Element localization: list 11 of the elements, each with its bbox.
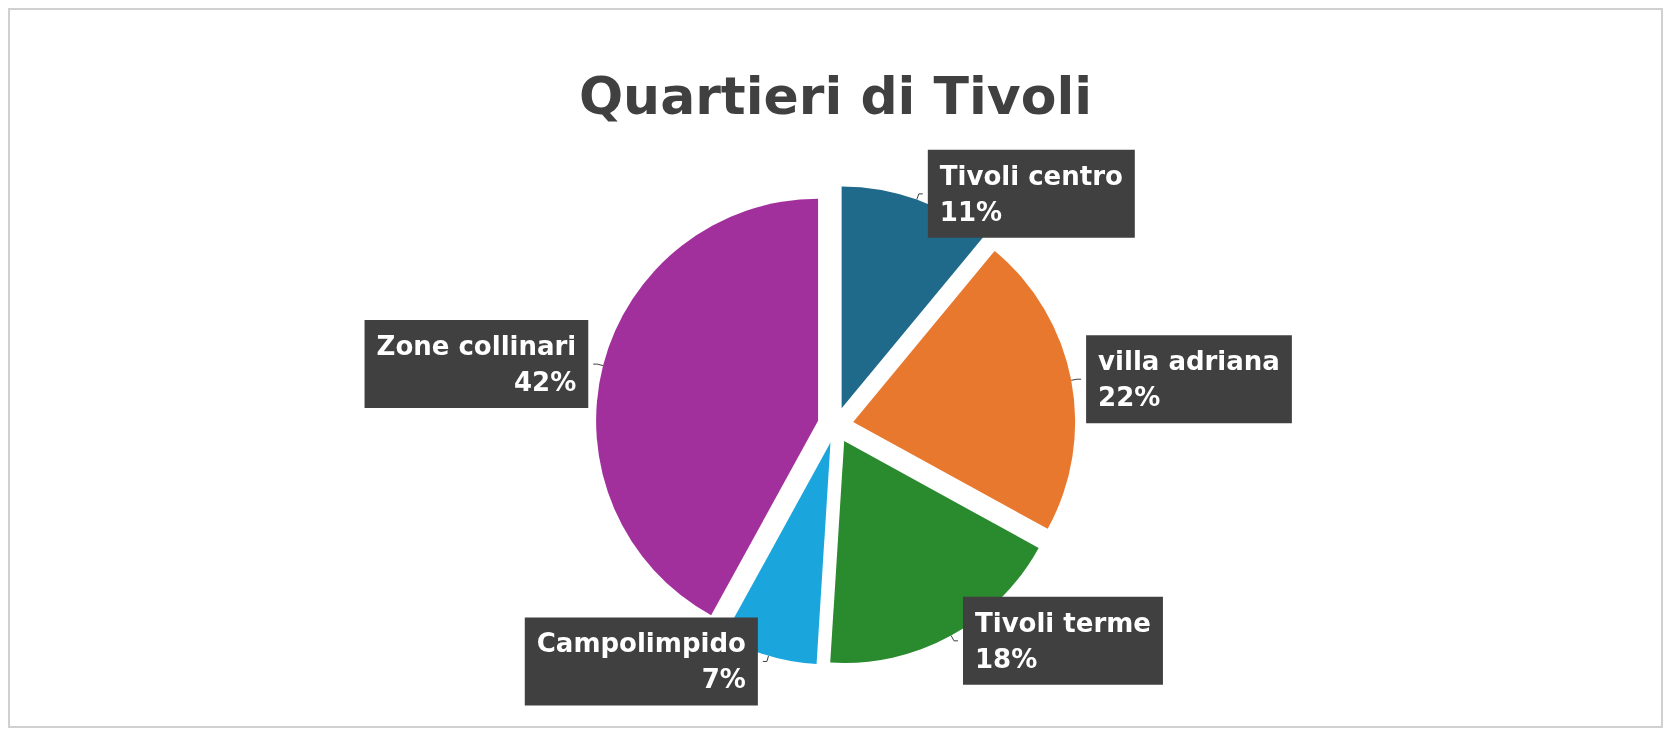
- slice-label: Tivoli centro: [939, 160, 1123, 191]
- chart-title: Quartieri di Tivoli: [578, 66, 1093, 126]
- data-label: 11%: [939, 196, 1003, 227]
- slice-label: villa adriana: [1098, 346, 1280, 377]
- data-label: 18%: [974, 643, 1038, 674]
- slice-label: Campolimpido: [536, 628, 746, 659]
- data-label: 22%: [1098, 382, 1161, 413]
- slice-label: Tivoli terme: [974, 607, 1151, 638]
- data-label: 42%: [514, 367, 577, 398]
- data-label: 7%: [701, 664, 746, 695]
- slice-label: Zone collinari: [376, 331, 577, 362]
